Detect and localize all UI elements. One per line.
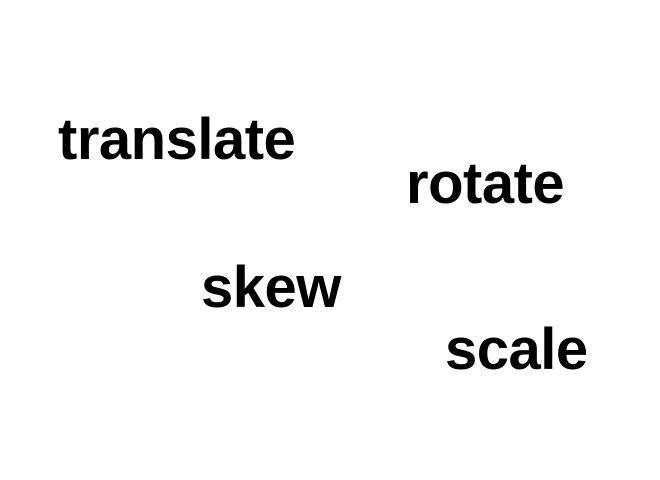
word-rotate: rotate bbox=[406, 151, 565, 216]
word-skew: skew bbox=[201, 255, 341, 320]
word-translate: translate bbox=[58, 107, 296, 172]
word-scale: scale bbox=[445, 317, 588, 382]
